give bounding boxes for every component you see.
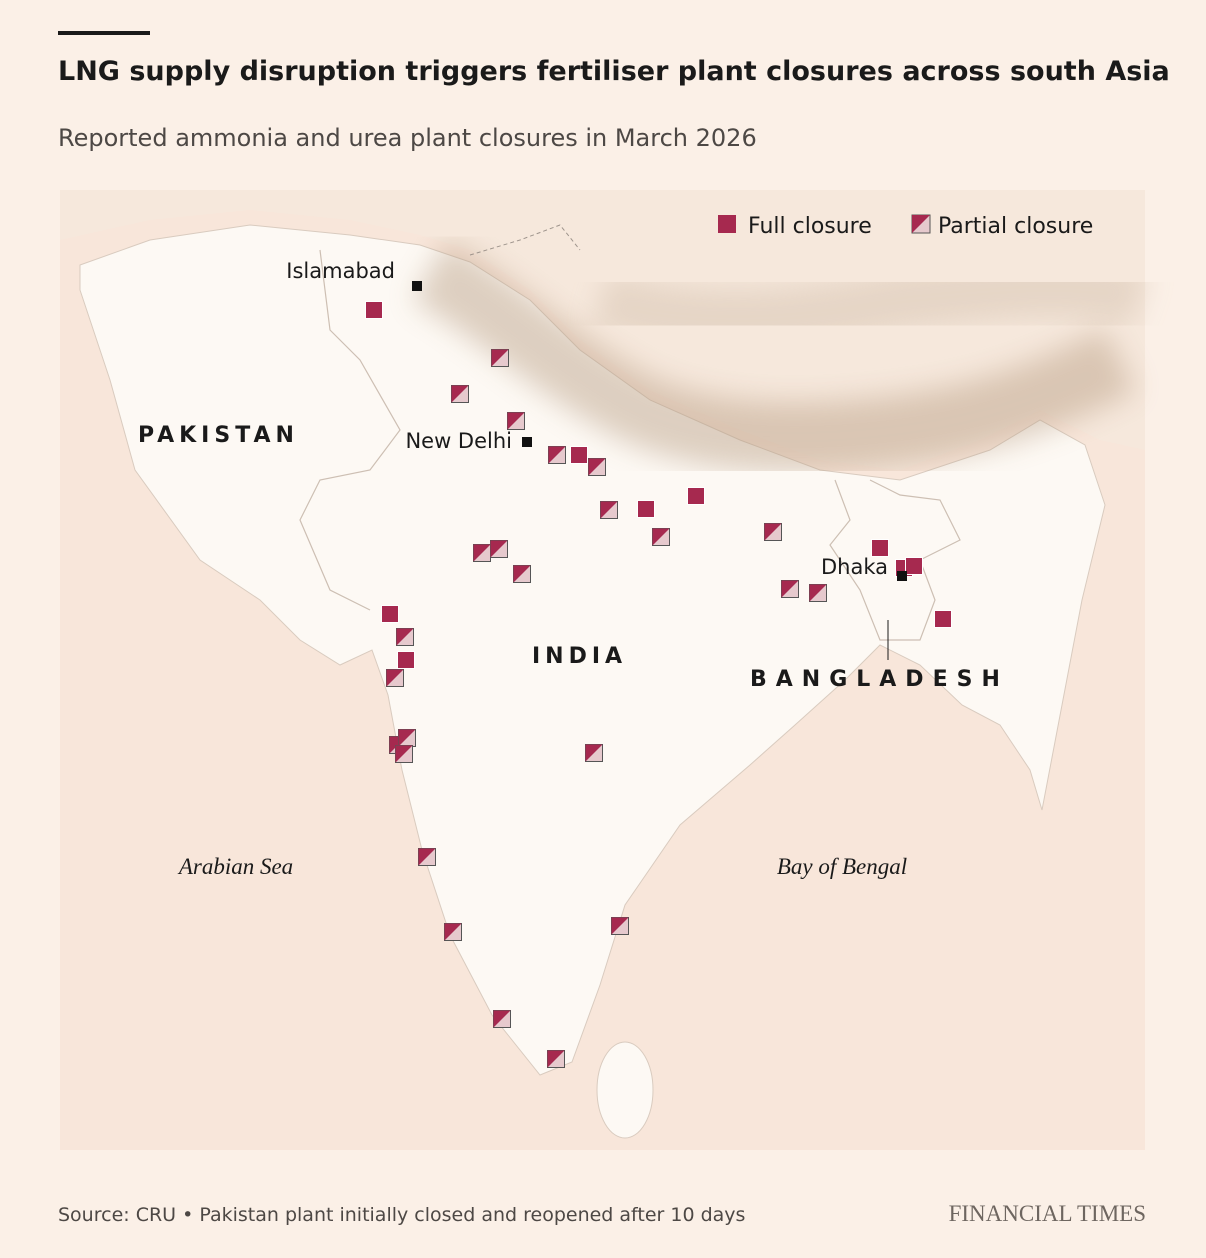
legend-label: Full closure bbox=[748, 214, 872, 239]
plant-partial-fill bbox=[809, 584, 827, 602]
pakistan-border bbox=[299, 249, 401, 611]
city-marker bbox=[897, 571, 907, 581]
plant-partial bbox=[548, 446, 566, 464]
plant-partial bbox=[418, 848, 436, 866]
plant-full bbox=[570, 446, 588, 464]
plant-partial bbox=[513, 565, 531, 583]
plant-partial bbox=[781, 580, 799, 598]
plant-partial-fill bbox=[396, 628, 414, 646]
plant-partial bbox=[493, 1010, 511, 1028]
sri-lanka bbox=[596, 1041, 654, 1139]
plant-partial bbox=[395, 745, 413, 763]
plant-partial-fill bbox=[513, 565, 531, 583]
legend-label: Partial closure bbox=[938, 214, 1093, 239]
plant-partial-fill bbox=[386, 669, 404, 687]
plant-partial bbox=[396, 628, 414, 646]
plant-full bbox=[381, 605, 399, 623]
plants bbox=[365, 301, 952, 1068]
plant-partial bbox=[911, 214, 931, 234]
plant-partial bbox=[809, 584, 827, 602]
country-label: INDIA bbox=[532, 644, 627, 669]
map bbox=[60, 190, 1150, 1150]
plant-partial-fill bbox=[547, 1050, 565, 1068]
plant-full bbox=[687, 487, 705, 505]
plant-partial bbox=[490, 540, 508, 558]
plant-partial-fill bbox=[490, 540, 508, 558]
country-label: BANGLADESH bbox=[750, 667, 1009, 692]
plant-partial-fill bbox=[912, 215, 930, 233]
plant-partial bbox=[491, 349, 509, 367]
plant-full bbox=[637, 500, 655, 518]
tibet-relief bbox=[591, 258, 1150, 349]
plant-partial bbox=[585, 744, 603, 762]
plant-partial bbox=[444, 923, 462, 941]
plant-partial-fill bbox=[418, 848, 436, 866]
legend-swatch-partial bbox=[911, 214, 931, 234]
plant-partial bbox=[600, 501, 618, 519]
plant-partial bbox=[398, 729, 416, 747]
plant-partial-fill bbox=[451, 385, 469, 403]
plant-partial bbox=[451, 385, 469, 403]
plant-partial-fill bbox=[548, 446, 566, 464]
plant-partial-fill bbox=[398, 729, 416, 747]
plant-partial bbox=[547, 1050, 565, 1068]
plant-partial-fill bbox=[493, 1010, 511, 1028]
title: LNG supply disruption triggers fertilise… bbox=[58, 56, 1170, 87]
plant-full bbox=[905, 557, 923, 575]
plant-partial-fill bbox=[585, 744, 603, 762]
country-label: PAKISTAN bbox=[138, 423, 299, 448]
footer-source: Source: CRU • Pakistan plant initially c… bbox=[58, 1204, 745, 1226]
plant-full bbox=[934, 610, 952, 628]
city-label: Dhaka bbox=[821, 555, 888, 579]
plant-partial-fill bbox=[491, 349, 509, 367]
legend-swatch-full bbox=[718, 215, 736, 233]
subtitle: Reported ammonia and urea plant closures… bbox=[58, 124, 757, 152]
plant-partial bbox=[588, 458, 606, 476]
city-label: Islamabad bbox=[286, 259, 395, 283]
city-marker bbox=[522, 437, 532, 447]
plant-partial-fill bbox=[588, 458, 606, 476]
plant-full bbox=[871, 539, 889, 557]
plant-full bbox=[365, 301, 383, 319]
himalaya-relief bbox=[412, 239, 1136, 473]
plant-partial-fill bbox=[444, 923, 462, 941]
plant-partial-fill bbox=[652, 528, 670, 546]
plant-partial-fill bbox=[473, 544, 491, 562]
city-label: New Delhi bbox=[405, 429, 512, 453]
footer-brand: FINANCIAL TIMES bbox=[949, 1201, 1146, 1226]
plant-partial bbox=[611, 917, 629, 935]
sea-label: Arabian Sea bbox=[177, 854, 293, 879]
city-marker bbox=[412, 281, 422, 291]
plant-partial-fill bbox=[395, 745, 413, 763]
plant-partial-fill bbox=[781, 580, 799, 598]
plant-partial-fill bbox=[764, 523, 782, 541]
bangladesh-border bbox=[829, 479, 961, 641]
plant-partial-fill bbox=[611, 917, 629, 935]
plant-partial bbox=[652, 528, 670, 546]
plant-partial-fill bbox=[600, 501, 618, 519]
sea-label: Bay of Bengal bbox=[777, 854, 907, 879]
plant-partial bbox=[507, 412, 525, 430]
plant-partial bbox=[473, 544, 491, 562]
plant-partial-fill bbox=[507, 412, 525, 430]
plant-partial bbox=[386, 669, 404, 687]
plant-partial bbox=[764, 523, 782, 541]
plant-full bbox=[397, 651, 415, 669]
disputed-border bbox=[469, 224, 581, 256]
